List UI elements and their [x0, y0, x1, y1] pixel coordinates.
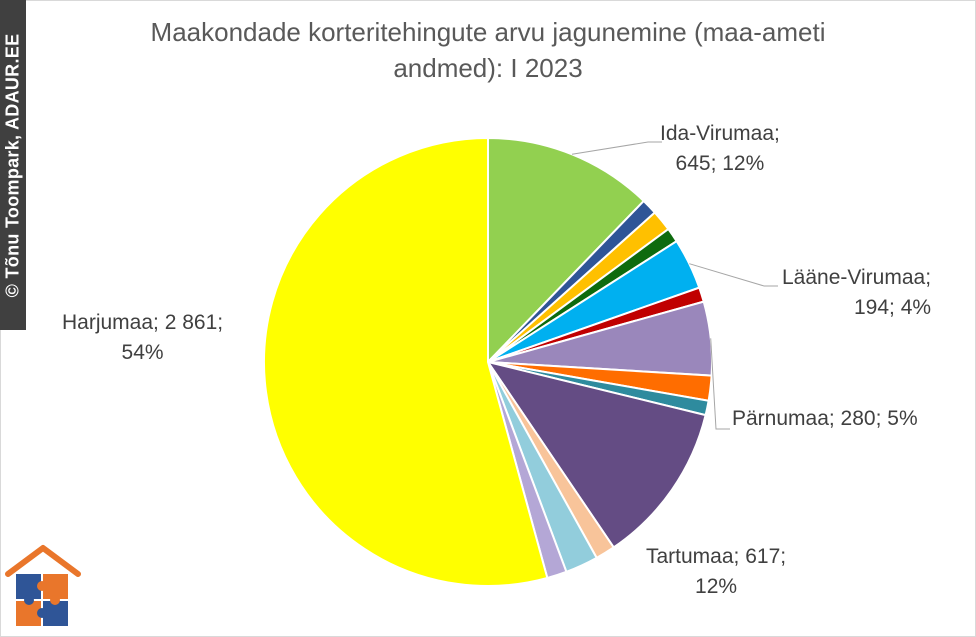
data-label-ida-virumaa-line-1: Ida-Virumaa; — [660, 122, 780, 145]
data-label-harjumaa-line-2: 54% — [121, 341, 164, 364]
data-label-harjumaa-line-1: Harjumaa; 2 861; — [62, 311, 224, 334]
data-label-tartumaa: Tartumaa; 617; 12% — [646, 542, 786, 602]
chart-title-line-2: andmed): I 2023 — [393, 53, 583, 83]
pie-slices — [263, 136, 714, 587]
leader-line-laane-virumaa — [689, 263, 778, 287]
data-label-tartumaa-line-1: Tartumaa; 617; — [646, 545, 787, 568]
data-label-laane-virumaa: Lääne-Virumaa; 194; 4% — [782, 263, 931, 323]
pie-slice-harjumaa — [263, 136, 549, 587]
data-label-ida-virumaa: Ida-Virumaa; 645; 12% — [660, 119, 780, 179]
leader-lines — [571, 141, 778, 430]
data-label-laane-virumaa-line-2: 194; 4% — [853, 296, 932, 319]
chart-title-line-1: Maakondade korteritehingute arvu jagunem… — [150, 17, 826, 47]
chart-title: Maakondade korteritehingute arvu jagunem… — [60, 14, 916, 86]
house-puzzle-logo-icon — [5, 545, 81, 626]
leader-line-ida-virumaa — [571, 141, 662, 155]
leader-line-parnumaa — [710, 338, 730, 430]
data-label-parnumaa-line-1: Pärnumaa; 280; 5% — [732, 407, 918, 430]
data-label-ida-virumaa-line-2: 645; 12% — [675, 152, 765, 175]
data-label-tartumaa-line-2: 12% — [695, 575, 738, 598]
data-label-laane-virumaa-line-1: Lääne-Virumaa; — [782, 266, 932, 289]
pie-slice-ida-virumaa — [487, 136, 646, 365]
data-label-harjumaa: Harjumaa; 2 861; 54% — [62, 308, 223, 368]
pie-slice-tartumaa — [485, 360, 707, 549]
copyright-watermark: © Tõnu Toompark, ADAUR.EE — [0, 0, 26, 330]
data-label-parnumaa: Pärnumaa; 280; 5% — [732, 404, 918, 434]
